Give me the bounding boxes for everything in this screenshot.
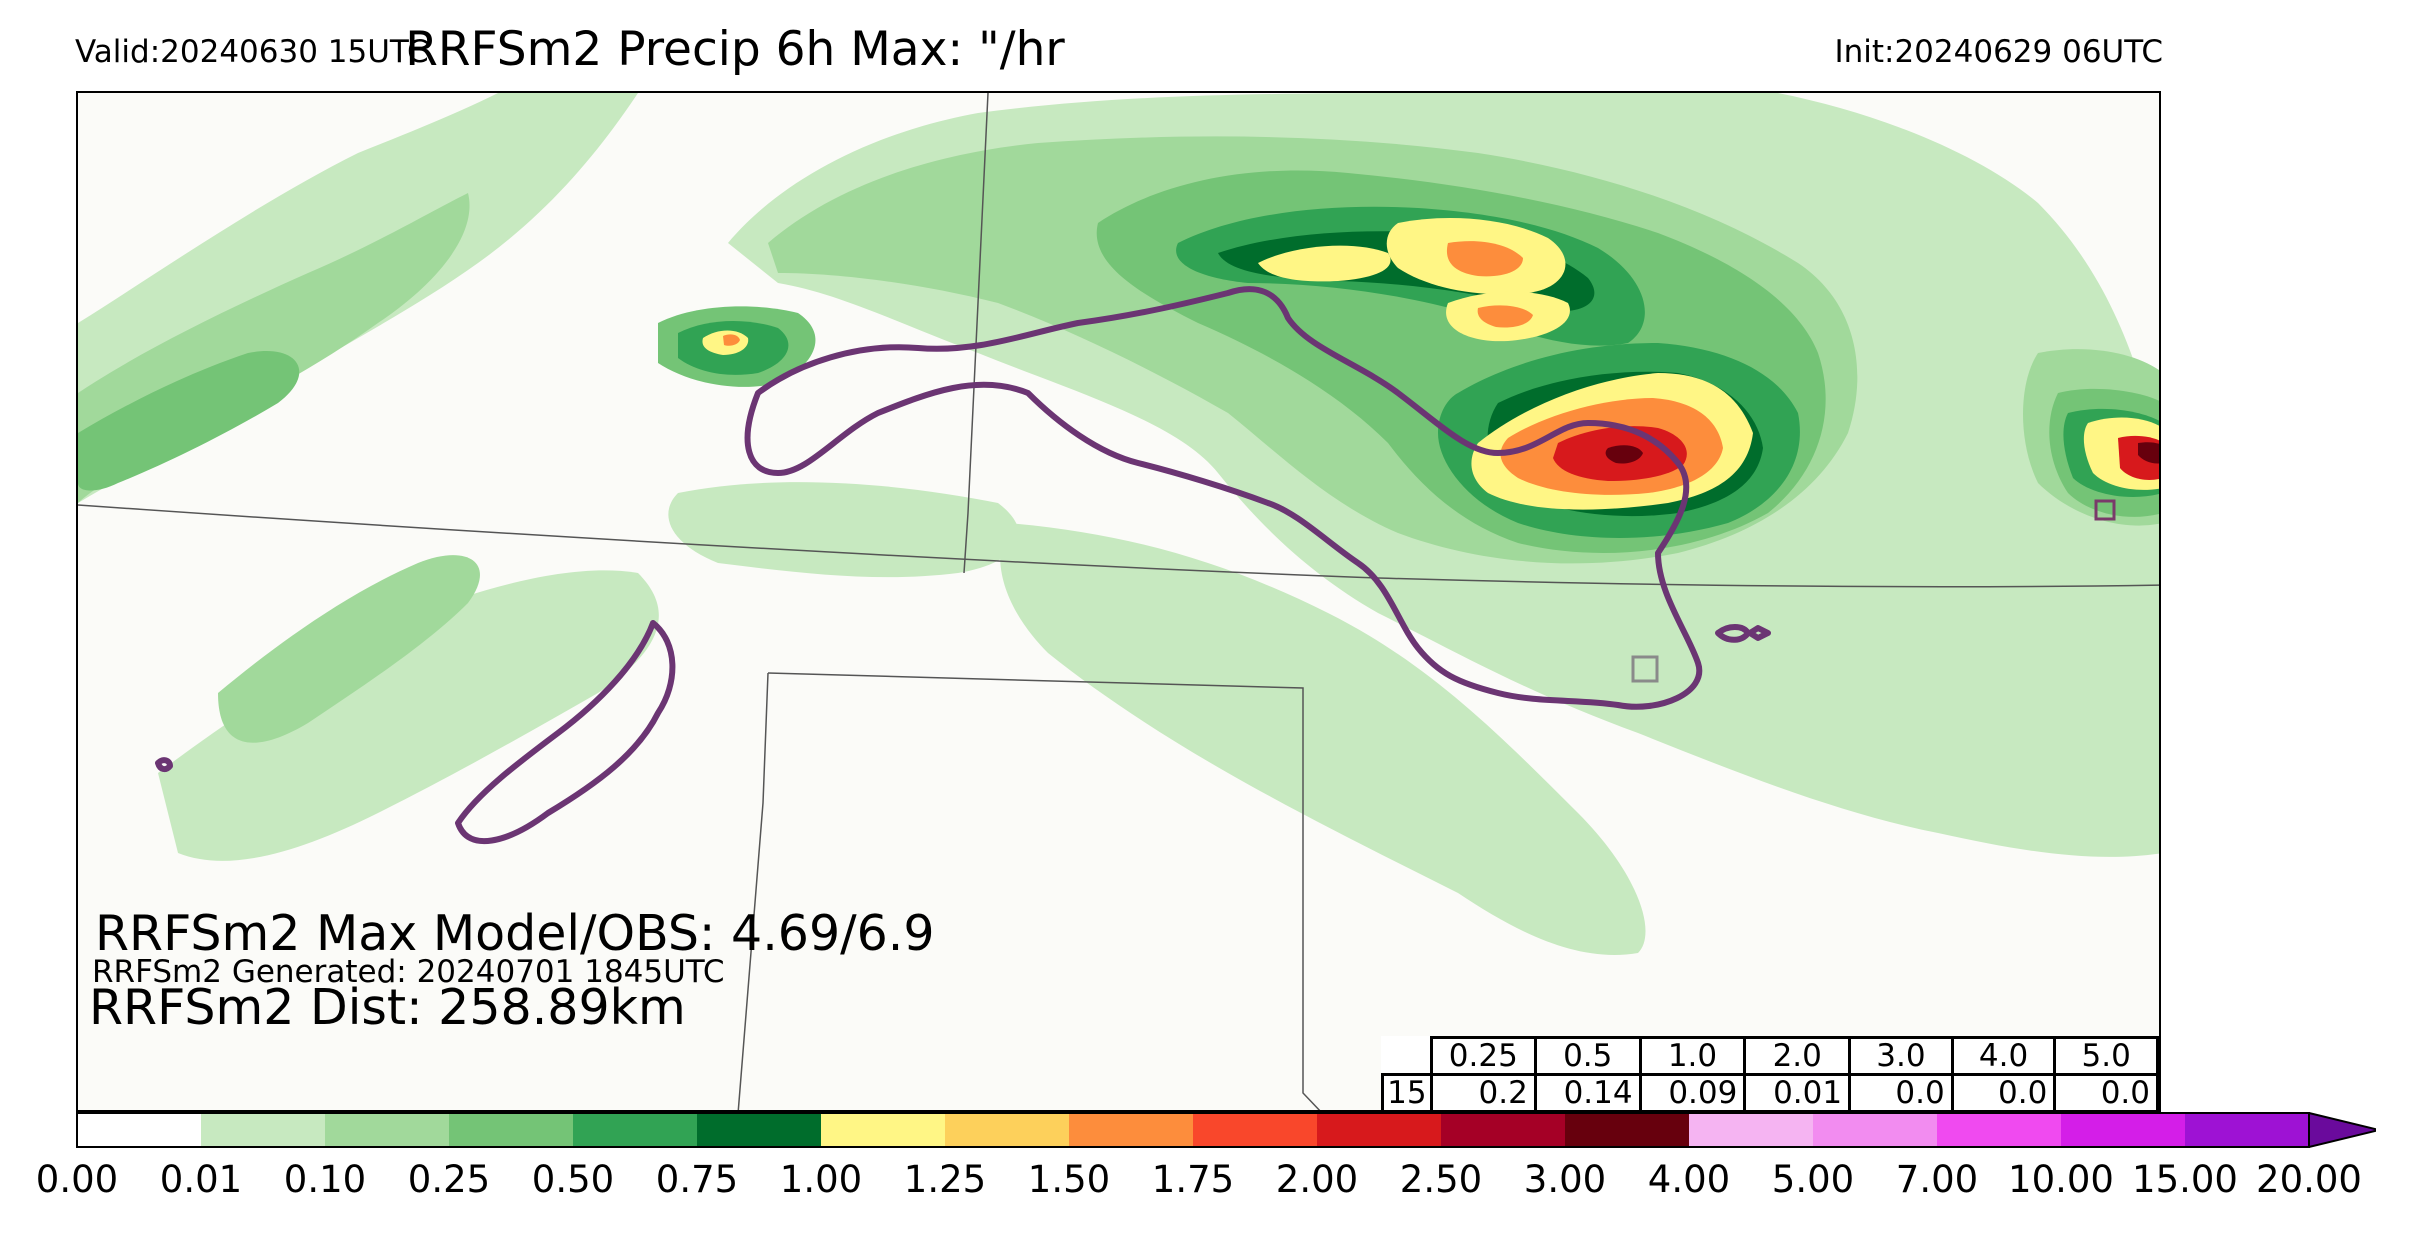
colorbar-band [77,1113,201,1147]
colorbar-band [573,1113,697,1147]
threshold-cell: 5.0 [2053,1036,2159,1076]
obs-contour [155,286,1771,845]
obs-location-markers [1631,655,1659,683]
colorbar-tick-label: 15.00 [2132,1158,2238,1201]
threshold-cell: 2.0 [1743,1036,1852,1076]
value-cell: 0.14 [1533,1073,1642,1110]
colorbar-band [1193,1113,1317,1147]
colorbar-tick-label: 1.25 [903,1158,987,1201]
threshold-table: 0.25 0.5 1.0 2.0 3.0 4.0 5.0 15 0.2 0.14… [1381,1036,2159,1110]
colorbar-band [1317,1113,1441,1147]
threshold-header-row: 0.25 0.5 1.0 2.0 3.0 4.0 5.0 [1383,1036,2159,1076]
colorbar-tick-label: 0.75 [655,1158,739,1201]
table-corner [1383,1038,1432,1075]
colorbar-band [201,1113,325,1147]
colorbar-band [1441,1113,1565,1147]
precip-map-panel[interactable]: RRFSm2 Max Model/OBS: 4.69/6.9 RRFSm2 Ge… [76,91,2161,1112]
colorbar-band [1069,1113,1193,1147]
colorbar-tick-label: 0.00 [35,1158,119,1201]
threshold-cell: 0.5 [1533,1036,1642,1076]
colorbar-tick-label: 0.50 [531,1158,615,1201]
colorbar-band [449,1113,573,1147]
political-boundaries [78,93,2159,1110]
colorbar-band [2185,1113,2309,1147]
colorbar-band [2061,1113,2185,1147]
value-cell: 0.0 [1848,1073,1954,1110]
map-title: RRFSm2 Precip 6h Max: "/hr [405,22,1065,77]
precip-core-maroon [1605,442,2159,464]
colorbar-tick-label: 1.00 [779,1158,863,1201]
colorbar-band [1937,1113,2061,1147]
max-model-obs-label: RRFSm2 Max Model/OBS: 4.69/6.9 [95,905,935,962]
colorbar-frame [76,1112,2310,1148]
colorbar-band [697,1113,821,1147]
colorbar-tick-label: 0.01 [159,1158,243,1201]
colorbar-band [945,1113,1069,1147]
precip-field [78,93,2159,1110]
colorbar-tick-label: 2.00 [1275,1158,1359,1201]
colorbar-extend-arrow [2308,1112,2376,1148]
threshold-cell: 3.0 [1848,1036,1954,1076]
colorbar-tick-label: 10.00 [2008,1158,2114,1201]
value-cell: 0.2 [1429,1073,1537,1110]
distance-label: RRFSm2 Dist: 258.89km [89,979,686,1036]
threshold-cell: 1.0 [1638,1036,1747,1076]
colorbar-band [325,1113,449,1147]
colorbar [76,1112,2376,1148]
colorbar-tick-label: 3.00 [1523,1158,1607,1201]
colorbar-band [1565,1113,1689,1147]
threshold-cell: 4.0 [1950,1036,2057,1076]
colorbar-tick-label: 0.10 [283,1158,367,1201]
colorbar-tick-label: 20.00 [2256,1158,2362,1201]
value-cell: 0.0 [2053,1073,2159,1110]
colorbar-band [1813,1113,1937,1147]
value-cell: 0.0 [1950,1073,2057,1110]
value-cell: 0.09 [1638,1073,1747,1110]
colorbar-band [1689,1113,1813,1147]
generated-time-label: RRFSm2 Generated: 20240701 1845UTC [92,954,725,990]
value-cell: 0.01 [1743,1073,1852,1110]
colorbar-band [821,1113,945,1147]
valid-time-label: Valid:20240630 15UTC [75,34,429,70]
threshold-cell: 0.25 [1429,1036,1537,1076]
colorbar-tick-label: 1.75 [1151,1158,1235,1201]
row-label-cell: 15 [1381,1073,1433,1110]
colorbar-tick-label: 5.00 [1771,1158,1855,1201]
colorbar-tick-label: 1.50 [1027,1158,1111,1201]
colorbar-tick-label: 7.00 [1895,1158,1979,1201]
threshold-value-row: 15 0.2 0.14 0.09 0.01 0.0 0.0 0.0 [1381,1073,2159,1110]
model-max-marker [2094,499,2116,521]
init-time-label: Init:20240629 06UTC [1834,34,2163,70]
colorbar-tick-label: 2.50 [1399,1158,1483,1201]
colorbar-tick-label: 0.25 [407,1158,491,1201]
colorbar-tick-label: 4.00 [1647,1158,1731,1201]
